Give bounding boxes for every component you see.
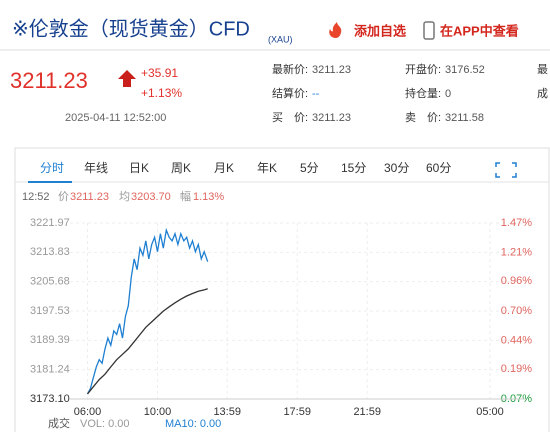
y-tick-label: 3221.97	[30, 217, 70, 229]
info-value: 3211.23	[312, 112, 351, 124]
tab[interactable]: 周K	[171, 161, 191, 175]
fullscreen-icon[interactable]	[495, 162, 517, 178]
info-value: 0	[445, 88, 451, 100]
x-tick-label: 17:59	[283, 406, 311, 418]
info-label: 开盘价:	[405, 62, 441, 76]
fire-icon	[329, 22, 342, 38]
tab[interactable]: 60分	[426, 161, 451, 175]
open-app[interactable]: 在APP中查看	[440, 23, 519, 38]
tab[interactable]: 月K	[214, 161, 234, 175]
y-tick-label: 3189.39	[30, 334, 70, 346]
tab[interactable]: 30分	[384, 161, 409, 175]
tab[interactable]: 日K	[129, 161, 149, 175]
y2-tick-label: 0.70%	[501, 305, 532, 317]
info-label: 成	[537, 87, 548, 100]
info-value: 3176.52	[445, 64, 485, 76]
y2-tick-label: 0.96%	[501, 275, 532, 287]
y-tick-label: 3181.24	[30, 364, 70, 376]
status-pct: 1.13%	[193, 191, 224, 203]
info-value: --	[312, 88, 320, 100]
ma10: MA10: 0.00	[165, 418, 221, 430]
subtitle: (XAU)	[268, 34, 293, 44]
status-time: 12:52	[22, 191, 50, 203]
x-tick-label: 21:59	[353, 406, 381, 418]
status-pct-label: 幅	[180, 190, 191, 203]
x-tick-label: 06:00	[74, 406, 102, 418]
y-tick-label: 3173.10	[30, 393, 70, 405]
y2-tick-label: 0.44%	[501, 335, 532, 347]
info-value: 3211.23	[312, 64, 351, 76]
up-arrow	[118, 70, 136, 87]
y-tick-label: 3197.53	[30, 305, 70, 317]
tab[interactable]: 年线	[84, 161, 108, 175]
tab[interactable]: 15分	[341, 161, 366, 175]
y2-tick-label: 0.19%	[501, 363, 532, 375]
tab[interactable]: 分时	[40, 161, 64, 175]
change-pct: +1.13%	[141, 86, 182, 100]
chart-panel	[14, 147, 550, 437]
phone-icon	[423, 21, 435, 40]
info-value: 3211.58	[445, 112, 484, 124]
tab[interactable]: 年K	[257, 161, 277, 175]
y2-tick-label: 1.47%	[501, 217, 532, 229]
title: ※伦敦金（现货黄金）CFD	[12, 17, 250, 40]
price: 3211.23	[10, 68, 88, 93]
x-tick-label: 05:00	[476, 406, 504, 418]
info-label: 结算价:	[272, 86, 308, 100]
add-watch[interactable]: 添加自选	[354, 23, 406, 38]
status-price-label: 价	[58, 190, 69, 203]
y2-tick-label: 1.21%	[501, 247, 532, 259]
info-label: 买 价:	[272, 111, 308, 124]
info-label: 持仓量:	[405, 86, 441, 100]
volume: VOL: 0.00	[80, 418, 130, 430]
info-label: 最	[537, 63, 548, 76]
series-line	[86, 288, 208, 395]
status-avg: 3203.70	[131, 191, 171, 203]
quote-time: 2025-04-11 12:52:00	[65, 112, 166, 124]
status-price: 3211.23	[70, 191, 109, 203]
tab[interactable]: 5分	[300, 161, 319, 175]
x-tick-label: 13:59	[213, 406, 241, 418]
y-tick-label: 3213.83	[30, 246, 70, 258]
info-label: 卖 价:	[405, 111, 441, 124]
status-avg-label: 均	[119, 190, 130, 203]
info-label: 最新价:	[272, 62, 308, 76]
series-line	[86, 227, 209, 395]
y-tick-label: 3205.68	[30, 276, 70, 288]
volume-label: 成交	[48, 416, 70, 430]
x-tick-label: 10:00	[144, 406, 172, 418]
change: +35.91	[141, 66, 178, 80]
